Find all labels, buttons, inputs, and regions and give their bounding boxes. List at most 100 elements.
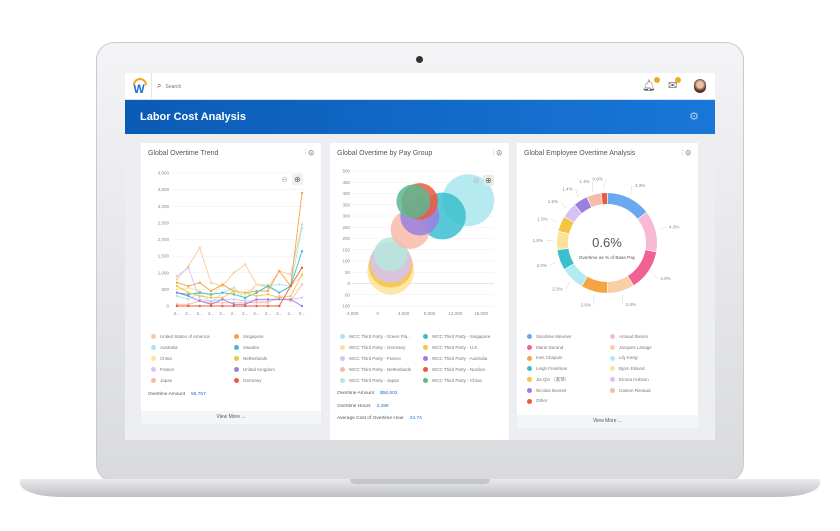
- filter-icon[interactable]: ⫶: [681, 150, 684, 157]
- legend-item[interactable]: Arnaud Breton: [610, 334, 648, 342]
- legend-item[interactable]: Gaston Renaud: [610, 388, 651, 396]
- zoom-out-icon[interactable]: ⊖: [473, 176, 480, 185]
- data-point: [243, 291, 247, 294]
- legend-item[interactable]: Jacques Lesage: [610, 345, 652, 353]
- page-title: Labor Cost Analysis: [140, 111, 246, 123]
- y-tick-label: 300: [342, 214, 350, 219]
- legend-item[interactable]: China: [151, 356, 172, 364]
- legend-item[interactable]: France: [151, 367, 174, 375]
- data-point: [187, 266, 190, 269]
- legend-item[interactable]: Bjorn Eklund: [610, 366, 645, 374]
- workday-logo[interactable]: W: [131, 78, 147, 96]
- legend-item[interactable]: WCC Third Party - Germany: [340, 345, 405, 353]
- gear-icon[interactable]: ⚙: [689, 111, 699, 123]
- legend-item[interactable]: Jia Qin （家琴）: [527, 377, 569, 385]
- slice-label: 1.4%: [579, 179, 589, 184]
- zoom-in-icon[interactable]: ⊕: [483, 175, 494, 186]
- panel-title: Global Employee Overtime Analysis: [524, 150, 636, 157]
- legend-item[interactable]: Leigh Freidman: [527, 366, 567, 374]
- data-point: [255, 299, 258, 303]
- data-point: [187, 298, 190, 301]
- bell-icon[interactable]: 🔔︎: [642, 77, 660, 92]
- zoom-out-icon[interactable]: ⊖: [279, 174, 290, 185]
- stat-value[interactable]: 56,757: [191, 392, 206, 397]
- zoom-in-icon[interactable]: ⊕: [292, 174, 303, 185]
- legend-item[interactable]: Nicolas Bonnet: [527, 388, 566, 396]
- legend-swatch: [527, 377, 532, 383]
- legend-label: Jacques Lesage: [619, 344, 652, 350]
- legend-label: WCC Third Party - U.K.: [432, 345, 479, 350]
- search-input[interactable]: ⌕ Search: [157, 81, 181, 91]
- legend-item[interactable]: WCC Third Party - France: [340, 356, 401, 364]
- legend-item[interactable]: WCC Third Party - Green Pla...: [340, 334, 411, 342]
- stat-value[interactable]: 24.74: [409, 416, 422, 421]
- data-point: [255, 294, 258, 298]
- filter-icon[interactable]: ⫶: [304, 150, 307, 157]
- donut-chart: 0.6% Overtime as % of Base Pay 4.3% 4.0% 4…: [533, 177, 680, 308]
- data-point: [289, 298, 292, 301]
- legend-item[interactable]: Sandrine Meunier: [527, 334, 572, 342]
- y-tick-label: 0: [347, 281, 350, 286]
- gear-icon[interactable]: ⚙: [308, 150, 314, 157]
- legend-item[interactable]: Netherlands: [234, 356, 267, 364]
- legend-item[interactable]: Germany: [234, 378, 262, 386]
- legend-item[interactable]: Australia: [151, 345, 178, 353]
- legend-item[interactable]: United States of America: [151, 334, 210, 342]
- legend-item[interactable]: Other: [527, 398, 547, 406]
- legend-item[interactable]: WCC Third Party - Singapore: [423, 334, 490, 342]
- data-point: [175, 274, 179, 278]
- data-point: [300, 226, 304, 230]
- legend-label: Other: [536, 398, 548, 404]
- legend-swatch: [340, 367, 345, 373]
- data-point: [209, 289, 213, 293]
- avatar[interactable]: [694, 79, 706, 93]
- legend-swatch: [340, 334, 345, 340]
- legend-item[interactable]: Japan: [151, 378, 172, 386]
- legend-item[interactable]: WCC Third Party - U.K.: [423, 345, 479, 353]
- employee-overtime-panel: Global Employee Overtime Analysis ⫶ ⚙ 0.…: [517, 143, 698, 428]
- stat-label: Overtime Amount: [337, 391, 375, 396]
- data-point: [278, 269, 281, 273]
- y-tick-label: 450: [342, 180, 350, 185]
- legend-item[interactable]: Singapore: [234, 334, 264, 342]
- x-tick-label: 2...: [253, 311, 259, 316]
- legend-item[interactable]: WCC Third Party - China: [423, 378, 482, 386]
- pay-group-panel: Global Overtime by Pay Group ⫶ ⚙ -100 -50…: [330, 143, 509, 440]
- legend-item[interactable]: WCC Third Party - Netherlands: [340, 367, 411, 375]
- data-point: [198, 299, 201, 303]
- legend-item[interactable]: WCC Third Party - Nordics: [423, 367, 485, 375]
- bubble-chart: -100 -50 0 50 100 150 200 250 300 350 400 450 500 -4,…: [341, 169, 495, 316]
- legend-item[interactable]: WCC Third Party - Australia: [423, 356, 487, 364]
- line-chart: 0 500 1,000 1,500 2,000 2,500 3,000 3,500 4,000 2…: [158, 171, 306, 316]
- gear-icon[interactable]: ⚙: [685, 150, 691, 157]
- data-point: [187, 286, 190, 289]
- legend-swatch: [151, 356, 156, 362]
- gear-icon[interactable]: ⚙: [496, 150, 502, 157]
- legend-item[interactable]: United Kingdom: [234, 367, 275, 375]
- legend-item[interactable]: WCC Third Party - Japan: [340, 378, 399, 386]
- legend-item[interactable]: Emma Hobson: [610, 377, 649, 385]
- view-more-button[interactable]: View More ...: [517, 415, 698, 428]
- data-point: [209, 303, 213, 306]
- series-line: [176, 250, 303, 299]
- stat-value[interactable]: $56,602: [380, 391, 398, 396]
- view-more-button[interactable]: View More ...: [141, 411, 321, 424]
- donut-slice: [637, 212, 657, 252]
- legend-label: WCC Third Party - Japan: [349, 378, 400, 383]
- legend-item[interactable]: Sweden: [234, 345, 259, 353]
- legend-label: Australia: [160, 345, 178, 350]
- donut-slice: [587, 193, 603, 208]
- donut-slice: [607, 276, 634, 293]
- legend-item[interactable]: Ines Chapuis: [527, 355, 562, 363]
- data-point: [187, 293, 190, 296]
- y-tick-label: 150: [342, 247, 350, 252]
- data-point: [266, 289, 270, 293]
- filter-icon[interactable]: ⫶: [492, 150, 495, 157]
- series-line: [176, 274, 303, 299]
- stat-value[interactable]: 2,288: [376, 404, 389, 409]
- slice-label: 1.8%: [533, 238, 543, 243]
- legend-item[interactable]: Marie Durand: [527, 345, 563, 353]
- inbox-icon[interactable]: ✉︎: [668, 77, 682, 92]
- inbox-badge: [675, 77, 682, 83]
- legend-item[interactable]: Lily Kang: [610, 355, 638, 363]
